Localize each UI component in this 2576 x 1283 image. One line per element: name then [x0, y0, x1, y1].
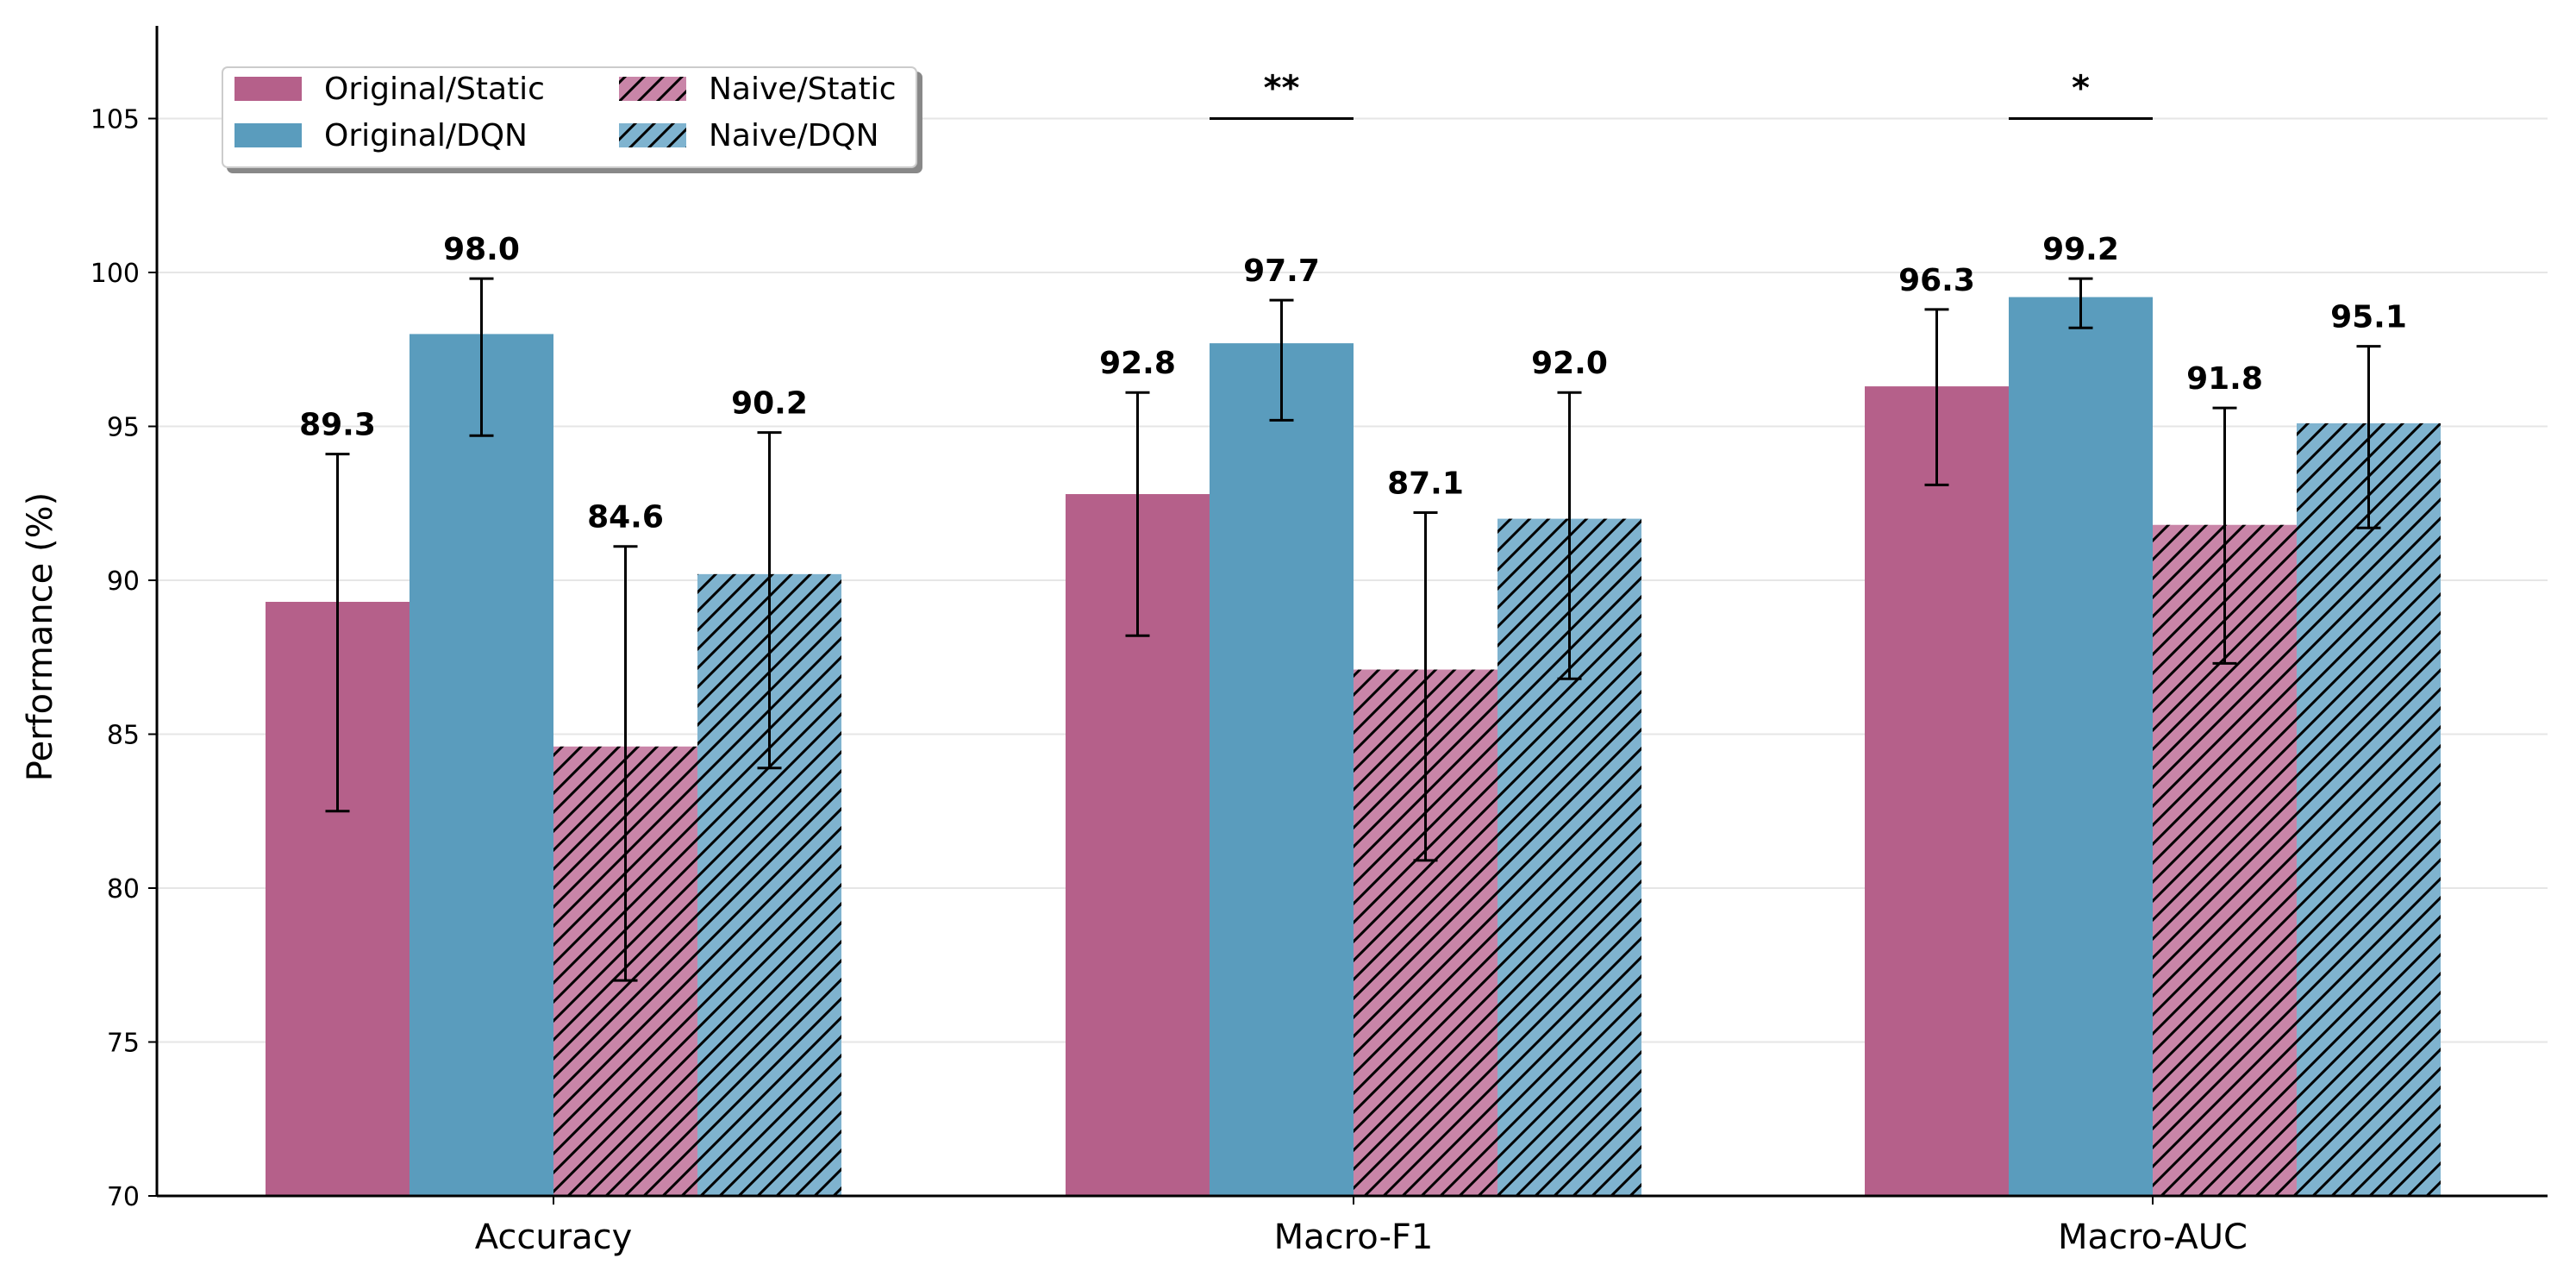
bar-macro-f1-original-dqn: [1210, 343, 1354, 1196]
data-label-macro-f1-original-static: 92.8: [1099, 346, 1176, 381]
legend-label-naive-dqn: Naive/DQN: [709, 118, 879, 153]
y-tick-label-105: 105: [91, 105, 140, 135]
y-tick-label-95: 95: [107, 413, 140, 443]
legend-label-original-static: Original/Static: [324, 72, 545, 107]
error-bars: [325, 277, 2381, 982]
data-label-accuracy-original-static: 89.3: [299, 408, 376, 443]
y-tick-label-70: 70: [107, 1182, 140, 1212]
x-tick-label-macro-f1: Macro-F1: [1274, 1217, 1434, 1257]
bar-macro-auc-naive-dqn-hatch: [2297, 422, 2441, 1196]
legend: Original/Static Original/DQN Naive/Static N…: [222, 66, 917, 168]
legend-swatch-hatch-naive-dqn: [619, 123, 686, 147]
legend-swatch-original-static: [234, 77, 302, 101]
data-label-macro-auc-original-static: 96.3: [1898, 263, 1975, 298]
y-tick-label-85: 85: [107, 721, 140, 751]
data-label-accuracy-naive-static: 84.6: [587, 500, 664, 535]
significance-label-macro-f1: **: [1264, 69, 1300, 109]
legend-swatch-original-dqn: [234, 123, 302, 147]
significance-markers: ** *: [1210, 69, 2153, 120]
data-label-macro-f1-naive-static: 87.1: [1387, 466, 1464, 501]
y-tick-label-75: 75: [107, 1029, 140, 1059]
data-label-accuracy-original-dqn: 98.0: [443, 232, 520, 267]
data-label-macro-auc-naive-static: 91.8: [2186, 361, 2263, 397]
significance-label-macro-auc: *: [2072, 69, 2090, 109]
legend-swatch-hatch-naive-static: [619, 77, 686, 101]
axes: 70 75 80 85 90 95 100 105 Accuracy Macro-F1 Macro-…: [21, 26, 2548, 1257]
data-labels: 89.3 98.0 84.6 90.2 92.8 97.7 87.1 92.0 96.3 99.2…: [299, 232, 2407, 535]
bar-accuracy-original-dqn: [410, 334, 553, 1196]
y-tick-label-100: 100: [91, 259, 140, 289]
bar-macro-auc-original-dqn: [2009, 297, 2153, 1196]
legend-label-naive-static: Naive/Static: [709, 72, 897, 107]
y-tick-label-80: 80: [107, 874, 140, 904]
data-label-macro-auc-original-dqn: 99.2: [2042, 232, 2119, 267]
data-label-macro-f1-original-dqn: 97.7: [1243, 253, 1320, 289]
legend-box: [222, 66, 917, 168]
y-axis-title: Performance (%): [21, 492, 60, 781]
x-tick-label-accuracy: Accuracy: [475, 1217, 633, 1257]
y-tick-label-90: 90: [107, 566, 140, 597]
data-label-macro-auc-naive-dqn: 95.1: [2330, 300, 2407, 335]
bar-macro-auc-original-static: [1865, 386, 2009, 1197]
data-label-accuracy-naive-dqn: 90.2: [731, 386, 808, 422]
x-tick-label-macro-auc: Macro-AUC: [2058, 1217, 2248, 1257]
data-label-macro-f1-naive-dqn: 92.0: [1531, 346, 1608, 381]
legend-label-original-dqn: Original/DQN: [324, 118, 528, 153]
bars: [266, 297, 2441, 1197]
